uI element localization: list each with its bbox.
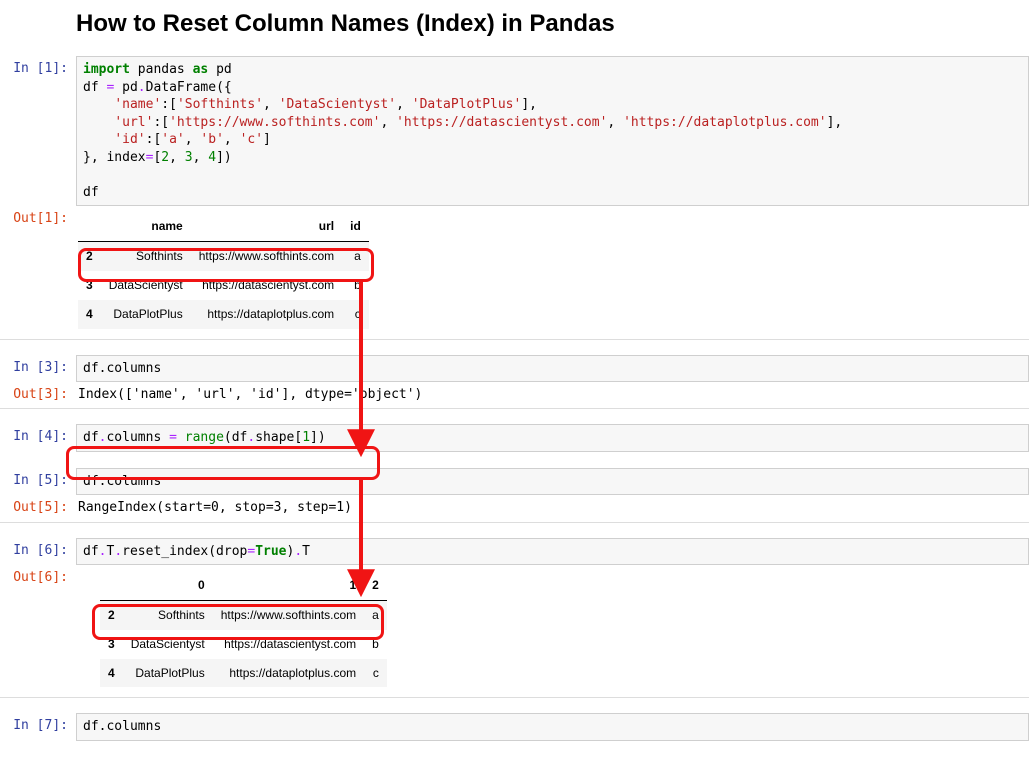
code-input-7[interactable]: df.columns [76, 713, 1029, 741]
prompt-in-3: In [3]: [0, 355, 76, 381]
cell-out-5: Out[5]: RangeIndex(start=0, stop=3, step… [0, 495, 1029, 521]
text-output-5: RangeIndex(start=0, stop=3, step=1) [76, 495, 1029, 521]
prompt-out-3: Out[3]: [0, 382, 76, 408]
page-title: How to Reset Column Names (Index) in Pan… [76, 10, 1029, 38]
col-header: 0 [123, 571, 213, 600]
table-row: 4DataPlotPlushttps://dataplotplus.comc [100, 659, 387, 688]
code-input-6[interactable]: df.T.reset_index(drop=True).T [76, 538, 1029, 566]
col-header: 2 [364, 571, 387, 600]
table-row: 3DataScientysthttps://datascientyst.comb [100, 630, 387, 659]
text-output-3: Index(['name', 'url', 'id'], dtype='obje… [76, 382, 1029, 408]
cell-in-1: In [1]: import pandas as pd df = pd.Data… [0, 56, 1029, 206]
prompt-out-5: Out[5]: [0, 495, 76, 521]
code-input-1[interactable]: import pandas as pd df = pd.DataFrame({ … [76, 56, 1029, 206]
col-header: 1 [213, 571, 364, 600]
table-row: 4DataPlotPlushttps://dataplotplus.comc [78, 300, 369, 329]
cell-out-3: Out[3]: Index(['name', 'url', 'id'], dty… [0, 382, 1029, 408]
prompt-in-5: In [5]: [0, 468, 76, 494]
table-row: 2Softhintshttps://www.softhints.coma [78, 242, 369, 271]
prompt-out-6: Out[6]: [0, 565, 76, 591]
col-header: name [101, 212, 191, 241]
cell-out-6: Out[6]: 0 1 2 2Softhintshttps://www.soft… [0, 565, 1029, 697]
cell-in-6: In [6]: df.T.reset_index(drop=True).T [0, 538, 1029, 566]
prompt-in-4: In [4]: [0, 424, 76, 450]
prompt-in-6: In [6]: [0, 538, 76, 564]
dataframe-output-1: name url id 2Softhintshttps://www.softhi… [78, 212, 369, 328]
col-header: url [191, 212, 342, 241]
table-row: 2Softhintshttps://www.softhints.coma [100, 600, 387, 629]
cell-in-5: In [5]: df.columns [0, 468, 1029, 496]
dataframe-output-6: 0 1 2 2Softhintshttps://www.softhints.co… [100, 571, 387, 687]
prompt-in-7: In [7]: [0, 713, 76, 739]
code-input-4[interactable]: df.columns = range(df.shape[1]) [76, 424, 1029, 452]
prompt-out-1: Out[1]: [0, 206, 76, 232]
cell-out-1: Out[1]: name url id 2Softhintshttps://ww… [0, 206, 1029, 338]
cell-in-3: In [3]: df.columns [0, 355, 1029, 383]
cell-in-7: In [7]: df.columns [0, 713, 1029, 741]
code-input-5[interactable]: df.columns [76, 468, 1029, 496]
code-input-3[interactable]: df.columns [76, 355, 1029, 383]
notebook-page: How to Reset Column Names (Index) in Pan… [0, 10, 1029, 741]
col-header: id [342, 212, 369, 241]
table-row: 3DataScientysthttps://datascientyst.comb [78, 271, 369, 300]
prompt-in-1: In [1]: [0, 56, 76, 82]
cell-in-4: In [4]: df.columns = range(df.shape[1]) [0, 424, 1029, 452]
